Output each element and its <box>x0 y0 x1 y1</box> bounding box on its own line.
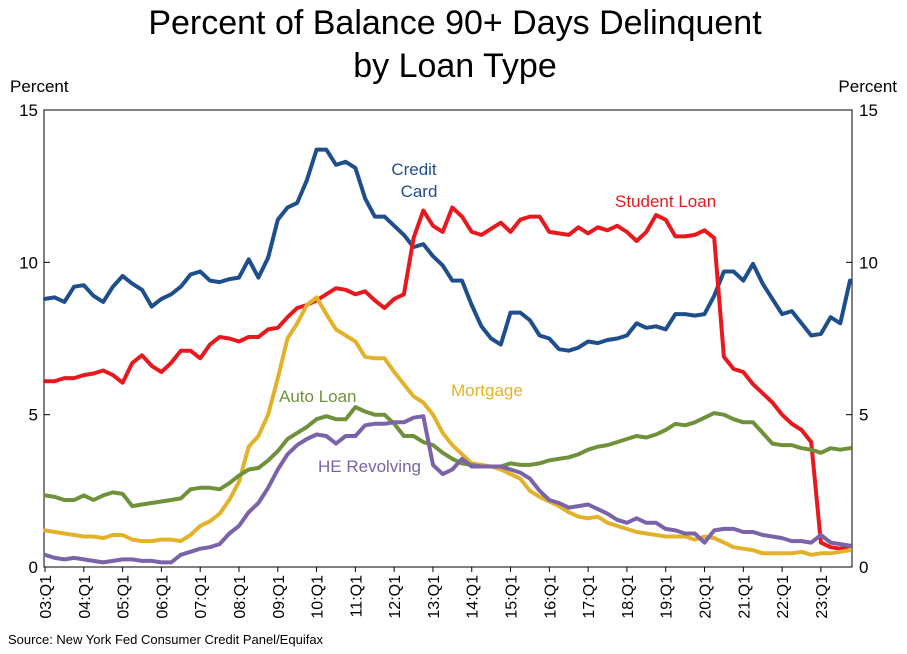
x-tick-label: 21:Q1 <box>736 575 753 619</box>
series-line-he-revolving <box>43 414 852 565</box>
x-tick-label: 11:Q1 <box>348 575 365 618</box>
label-mortgage: Mortgage <box>451 381 523 400</box>
x-tick-label: 05:Q1 <box>116 575 133 619</box>
y-tick-label-right: 0 <box>859 558 868 577</box>
series-line-student-loan <box>43 205 852 551</box>
plot-frame <box>43 109 853 568</box>
chart-title-line1: Percent of Balance 90+ Days Delinquent <box>148 4 762 42</box>
x-tick-label: 18:Q1 <box>620 575 637 619</box>
x-tick-label: 04:Q1 <box>77 575 94 619</box>
y-tick-label-left: 5 <box>29 406 38 425</box>
label-he-revolving: HE Revolving <box>318 457 421 476</box>
label-credit-card-line1: Credit <box>391 160 437 179</box>
x-tick-label: 08:Q1 <box>232 575 249 619</box>
series-line-credit-card <box>43 147 852 353</box>
label-auto-loan: Auto Loan <box>279 387 357 406</box>
y-tick-label-left: 0 <box>29 558 38 577</box>
y-axis-unit-left: Percent <box>10 77 69 96</box>
series-line-auto-loan <box>43 405 852 509</box>
x-tick-label: 03:Q1 <box>38 575 55 619</box>
x-tick-label: 19:Q1 <box>659 575 676 619</box>
y-tick-label-right: 15 <box>859 101 878 120</box>
y-tick-label-left: 15 <box>19 101 38 120</box>
x-tick-label: 17:Q1 <box>581 575 598 619</box>
x-tick-label: 06:Q1 <box>154 575 171 619</box>
x-tick-label: 10:Q1 <box>310 575 327 619</box>
x-tick-label: 16:Q1 <box>542 575 559 619</box>
chart-title-line2: by Loan Type <box>353 47 557 85</box>
x-tick-label: 12:Q1 <box>387 575 404 619</box>
y-tick-label-right: 10 <box>859 253 878 272</box>
source-note: Source: New York Fed Consumer Credit Pan… <box>8 632 324 647</box>
x-tick-label: 15:Q1 <box>504 575 521 619</box>
x-tick-label: 07:Q1 <box>193 575 210 619</box>
label-credit-card-line2: Card <box>401 182 438 201</box>
x-tick-label: 09:Q1 <box>271 575 288 619</box>
x-tick-label: 20:Q1 <box>698 575 715 619</box>
series-line-mortgage <box>43 295 852 557</box>
x-tick-label: 22:Q1 <box>775 575 792 619</box>
label-student-loan: Student Loan <box>615 192 716 211</box>
x-tick-label: 13:Q1 <box>426 575 443 619</box>
y-axis-unit-right: Percent <box>838 77 897 96</box>
x-tick-label: 23:Q1 <box>814 575 831 619</box>
y-tick-label-left: 10 <box>19 253 38 272</box>
x-tick-label: 14:Q1 <box>465 575 482 619</box>
y-tick-label-right: 5 <box>859 406 868 425</box>
